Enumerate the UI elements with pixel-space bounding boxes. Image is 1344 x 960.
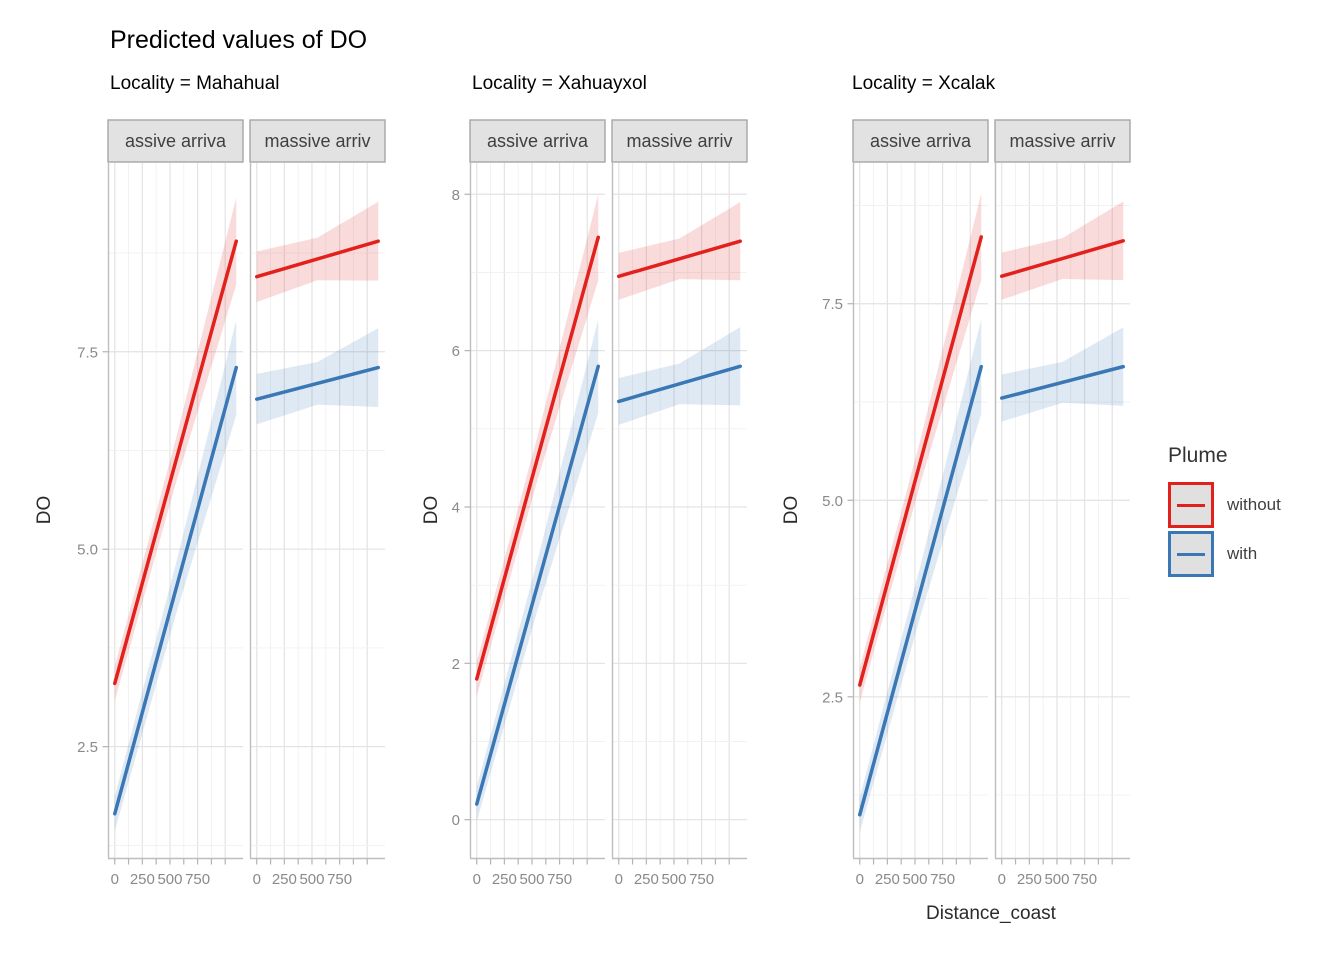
line-without [475,235,600,681]
x-tick-label: 250 [1017,871,1042,888]
facet-0-panel-0: assive arriva 0 250 500 750 [107,119,244,888]
ribbon-with [476,319,599,822]
x-tick-label: 250 [875,871,900,888]
legend-line-without [1177,503,1205,507]
strip-label: assive arriva [870,131,972,151]
chart-title: Predicted values of DO [110,26,368,54]
strip-box [611,119,748,163]
facet-title-mahahual: Locality = Mahahual [110,73,280,94]
x-tick-label: 500 [1044,871,1069,888]
ribbon-with [114,320,237,832]
y-tick-label: 5.0 [77,542,98,559]
strip-label: assive arriva [487,131,589,151]
facet-0-panel-1: massive arriv 0 250 500 750 [249,119,386,888]
legend-label-with: with [1227,544,1258,563]
legend: Plume without with [1168,444,1281,580]
legend-swatch-without [1168,482,1214,528]
x-tick-label: 500 [902,871,927,888]
line-without [858,235,983,687]
strip-box [469,119,606,163]
x-tick-label: 500 [661,871,686,888]
line-with [475,364,600,806]
ribbon-with [618,327,741,425]
x-tick-label: 0 [856,871,864,888]
x-tick-label: 0 [111,871,119,888]
legend-line-with [1177,552,1205,556]
y-tick-label: 8 [452,187,460,204]
line-with [858,364,983,817]
x-tick-label: 500 [157,871,182,888]
y-tick-label: 7.5 [822,296,843,313]
x-tick-label: 500 [519,871,544,888]
x-tick-label: 0 [615,871,623,888]
facet-title-xcalak: Locality = Xcalak [852,73,996,94]
line-without [1000,239,1125,278]
ribbon-with [256,328,379,425]
y-axis-title-2: DO [421,495,442,525]
strip-label: massive arriv [1009,131,1115,151]
x-tick-label: 750 [185,871,210,888]
x-tick-label: 250 [492,871,517,888]
y-tick-label: 4 [452,499,460,516]
ribbon-without [1001,201,1124,300]
x-tick-label: 750 [689,871,714,888]
x-tick-label: 250 [130,871,155,888]
x-tick-label: 250 [272,871,297,888]
ribbon-with [859,319,982,833]
x-tick-label: 750 [327,871,352,888]
x-tick-label: 750 [930,871,955,888]
y-tick-label: 2.5 [77,739,98,756]
facet-2-panel-0: assive arriva 0 250 500 750 [852,119,989,888]
x-tick-label: 750 [547,871,572,888]
line-without [617,239,742,279]
x-tick-label: 500 [299,871,324,888]
x-tick-label: 0 [473,871,481,888]
y-tick-label: 7.5 [77,344,98,361]
x-tick-label: 0 [253,871,261,888]
y-tick-label: 6 [452,343,460,360]
strip-box [249,119,386,163]
strip-box [994,119,1131,163]
line-with [1000,364,1125,400]
y-axis-title-1: DO [34,495,55,525]
facet-title-xahuayxol: Locality = Xahuayxol [472,73,647,94]
legend-key-without: without [1168,482,1281,528]
strip-label: massive arriv [626,131,732,151]
legend-title: Plume [1168,444,1228,467]
y-tick-label: 5.0 [822,493,843,510]
strip-box [107,119,244,163]
legend-label-without: without [1227,495,1281,514]
legend-key-with: with [1168,531,1281,577]
x-tick-label: 0 [998,871,1006,888]
line-without [113,239,238,686]
y-axis-title-3: DO [781,495,802,525]
ribbon-without [256,201,379,302]
ribbon-without [618,202,741,300]
facet-1-panel-1: massive arriv 0 250 500 750 [611,119,748,888]
line-with [255,365,380,401]
strip-box [852,119,989,163]
y-tick-label: 0 [452,812,460,829]
legend-swatch-with [1168,531,1214,577]
line-with [617,364,742,404]
facet-2-panel-1: massive arriv 0 250 500 750 [994,119,1131,888]
line-with [113,365,238,816]
strip-label: assive arriva [125,131,227,151]
y-tick-label: 2.5 [822,689,843,706]
ribbon-with [1001,327,1124,422]
line-without [255,239,380,279]
facet-1-panel-0: assive arriva 0 250 500 750 [469,119,606,888]
strip-label: massive arriv [264,131,370,151]
x-tick-label: 750 [1072,871,1097,888]
y-tick-label: 2 [452,656,460,673]
x-tick-label: 250 [634,871,659,888]
x-axis-title: Distance_coast [926,903,1056,924]
